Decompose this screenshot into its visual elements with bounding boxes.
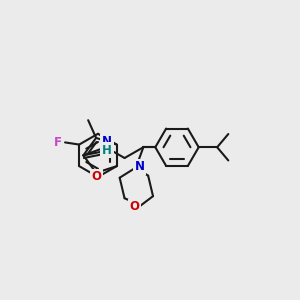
Text: N: N	[135, 160, 145, 173]
Text: O: O	[103, 142, 113, 154]
Text: O: O	[130, 200, 140, 213]
Text: H: H	[102, 144, 112, 157]
Text: F: F	[54, 136, 62, 149]
Text: N: N	[102, 135, 112, 148]
Text: O: O	[91, 170, 101, 183]
